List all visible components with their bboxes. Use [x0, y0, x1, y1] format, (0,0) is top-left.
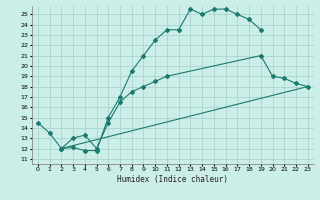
X-axis label: Humidex (Indice chaleur): Humidex (Indice chaleur): [117, 175, 228, 184]
